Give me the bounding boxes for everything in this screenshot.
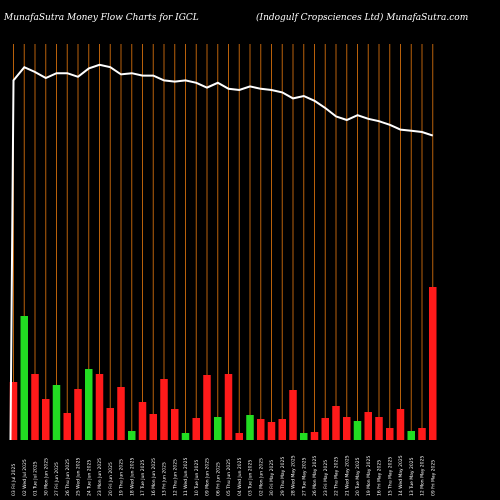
money-flow-bar	[418, 428, 426, 440]
x-tick-label: 27 Tue May 2025	[301, 457, 307, 496]
x-tick-label: 17 Tue Jun 2025	[140, 460, 146, 496]
x-tick-label: 30 Mon Jun 2025	[43, 458, 49, 496]
money-flow-bar	[386, 428, 394, 440]
money-flow-bar	[214, 417, 222, 440]
money-flow-bar	[429, 287, 437, 440]
x-tick-label: 09 Fri May 2025	[430, 460, 436, 496]
x-tick-label: 13 Tue May 2025	[409, 457, 415, 496]
grid-lines	[13, 44, 434, 440]
money-flow-bar	[310, 432, 319, 440]
money-flow-bar	[181, 433, 190, 440]
x-tick-label: 13 Fri Jun 2025	[162, 462, 168, 496]
money-flow-bar	[289, 390, 297, 440]
x-tick-label: 12 Thu Jun 2025	[172, 459, 178, 496]
money-flow-bar	[203, 375, 211, 440]
money-flow-bar	[74, 389, 82, 440]
money-flow-bar	[138, 402, 147, 440]
money-flow-bar	[407, 431, 415, 440]
money-flow-bar	[257, 419, 265, 440]
x-tick-label: 20 Tue May 2025	[355, 457, 361, 496]
money-flow-bar	[85, 369, 93, 440]
x-tick-label: 27 Fri Jun 2025	[54, 462, 60, 496]
money-flow-bar	[52, 385, 61, 440]
x-tick-label: 04 Wed Jun 2025	[237, 458, 243, 496]
money-flow-bar	[396, 409, 405, 440]
x-tick-label: 03 Fri Jul 2025	[11, 464, 17, 496]
money-flow-bar	[31, 374, 39, 440]
money-flow-bar	[267, 422, 276, 440]
money-flow-bar	[117, 387, 125, 440]
money-flow-bars	[9, 287, 437, 440]
money-flow-bar	[128, 431, 136, 440]
money-flow-bar	[300, 433, 308, 440]
x-tick-label: 10 Tue Jun 2025	[194, 460, 200, 496]
money-flow-bar	[321, 418, 329, 440]
x-tick-label: 25 Wed Jun 2025	[76, 458, 82, 496]
x-tick-label: 16 Fri May 2025	[377, 460, 383, 496]
x-tick-label: 02 Mon Jun 2025	[258, 458, 264, 496]
x-tick-label: 19 Mon May 2025	[366, 456, 372, 496]
money-flow-bar	[375, 417, 383, 440]
money-flow-bar	[160, 379, 168, 440]
x-tick-label: 28 Wed May 2025	[291, 455, 297, 496]
x-tick-label: 02 Wed Jul 2025	[22, 459, 28, 496]
x-tick-label: 03 Tue Jun 2025	[248, 460, 254, 496]
x-tick-label: 23 Mon Jun 2025	[97, 458, 103, 496]
money-flow-bar	[364, 412, 372, 440]
money-flow-bar	[149, 414, 157, 440]
x-tick-label: 16 Mon Jun 2025	[151, 458, 157, 496]
money-flow-bar	[246, 415, 254, 440]
money-flow-bar	[63, 413, 71, 440]
x-tick-label: 29 Thu May 2025	[280, 457, 286, 496]
x-tick-label: 05 Thu Jun 2025	[226, 459, 232, 496]
x-tick-label: 19 Thu Jun 2025	[119, 459, 125, 496]
x-tick-label: 20 Fri Jun 2025	[108, 462, 114, 496]
money-flow-bar	[278, 419, 286, 440]
money-flow-bar	[235, 433, 243, 440]
x-tick-label: 11 Wed Jun 2025	[183, 458, 189, 496]
money-flow-bar	[192, 418, 200, 440]
x-tick-label: 01 Tue Jul 2025	[33, 461, 39, 496]
money-flow-bar	[171, 409, 179, 440]
x-tick-labels: 03 Fri Jul 2025 02 Wed Jul 2025 01 Tue Jul…	[11, 455, 436, 496]
money-flow-bar	[95, 374, 104, 440]
x-tick-label: 22 Thu May 2025	[334, 457, 340, 496]
money-flow-bar	[9, 382, 18, 440]
x-tick-label: 18 Wed Jun 2025	[129, 458, 135, 496]
chart-subtitle: (Indogulf Cropsciences Ltd) MunafaSutra.…	[256, 13, 469, 23]
price-line	[9, 63, 434, 441]
x-tick-label: 23 Fri May 2025	[323, 460, 329, 496]
chart-title: MunafaSutra Money Flow Charts for IGCL	[4, 13, 199, 23]
money-flow-bar	[20, 316, 28, 440]
money-flow-bar	[353, 421, 362, 440]
x-tick-label: 21 Wed May 2025	[344, 455, 350, 496]
x-tick-label: 26 Mon May 2025	[312, 456, 318, 496]
money-flow-bar	[343, 417, 351, 440]
x-tick-label: 30 Fri May 2025	[269, 460, 275, 496]
money-flow-bar	[332, 406, 340, 440]
money-flow-bar	[106, 408, 114, 440]
x-tick-label: 14 Wed May 2025	[398, 455, 404, 496]
x-tick-label: 12 Mon May 2025	[420, 456, 426, 496]
money-flow-bar	[42, 399, 50, 440]
x-tick-label: 09 Mon Jun 2025	[205, 458, 211, 496]
x-tick-label: 15 Thu May 2025	[387, 457, 393, 496]
x-tick-label: 06 Fri Jun 2025	[215, 462, 221, 496]
x-tick-label: 24 Tue Jun 2025	[86, 460, 92, 496]
x-tick-label: 26 Thu Jun 2025	[65, 459, 71, 496]
money-flow-bar	[224, 374, 233, 440]
